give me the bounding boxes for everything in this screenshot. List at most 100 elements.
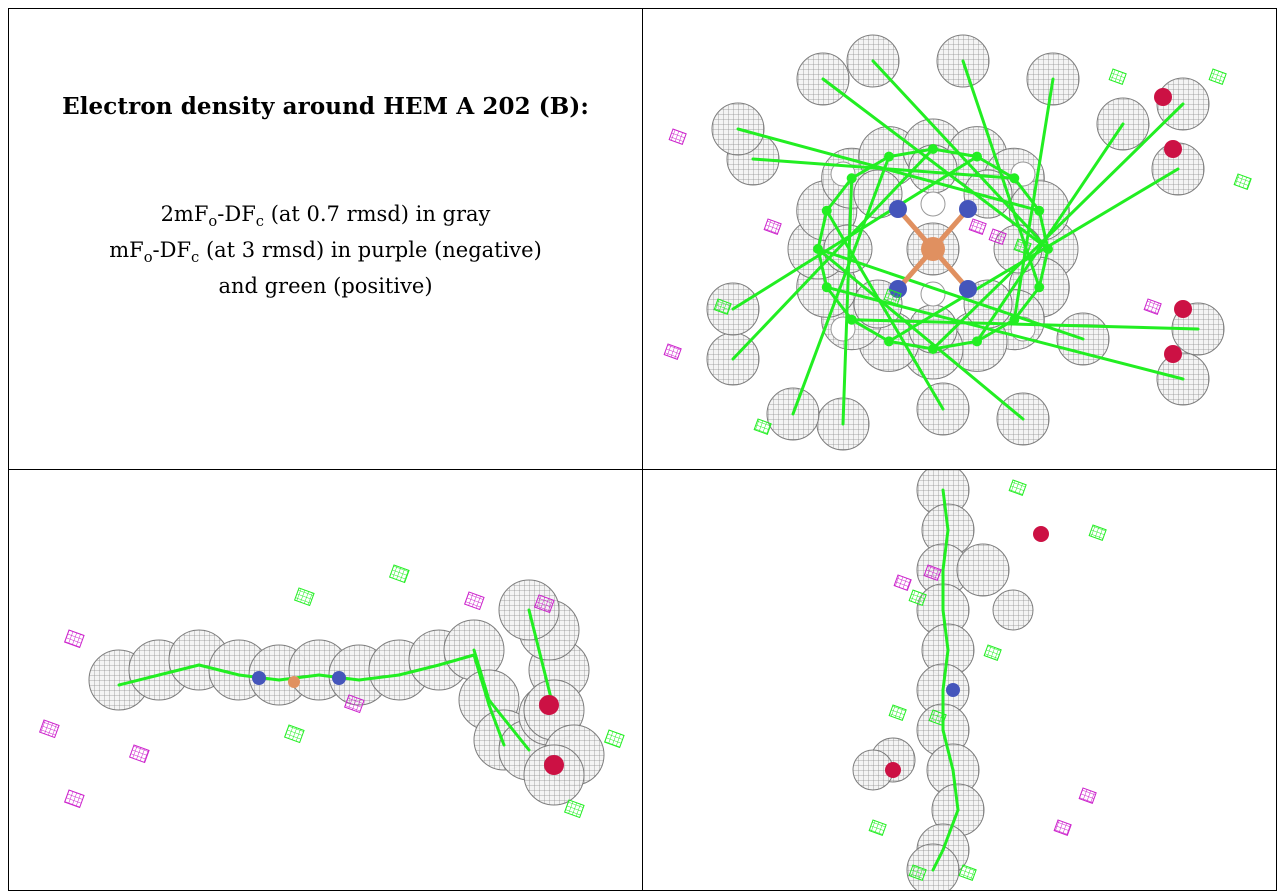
bond xyxy=(931,848,945,872)
bond xyxy=(821,77,1050,251)
bond xyxy=(1037,209,1050,251)
positive-density-peak xyxy=(888,704,907,721)
bond xyxy=(736,127,1041,213)
bond xyxy=(975,155,1016,180)
positive-density-peak xyxy=(958,864,977,881)
negative-density-peak xyxy=(668,128,687,145)
ring-hole xyxy=(920,191,946,217)
caption-line-2: mFo-DFc (at 3 rmsd) in purple (negative) xyxy=(109,238,542,267)
positive-density-peak xyxy=(1108,68,1127,85)
carbon-atom xyxy=(821,282,832,293)
bond xyxy=(825,176,854,213)
negative-density-peak xyxy=(1053,819,1072,836)
oxygen-atom xyxy=(1174,300,1192,318)
carbon-atom xyxy=(1034,205,1045,216)
bond xyxy=(1012,176,1041,213)
bond xyxy=(397,663,441,677)
bond xyxy=(850,318,891,343)
bond xyxy=(816,247,1085,341)
bond xyxy=(931,147,979,159)
bond xyxy=(951,768,960,812)
caption-cell: Electron density around HEM A 202 (B): 2… xyxy=(8,8,643,470)
bond xyxy=(941,648,950,692)
carbon-atom xyxy=(972,151,983,162)
bond xyxy=(941,808,960,852)
bond xyxy=(887,339,935,351)
heme-density-top-view xyxy=(663,34,1252,451)
negative-density-peak xyxy=(988,228,1007,245)
carbon-atom xyxy=(846,173,857,184)
nitrogen-atom xyxy=(252,671,266,685)
caption-line-1: 2mFo-DFc (at 0.7 rmsd) in gray xyxy=(160,202,491,231)
bond xyxy=(157,663,201,677)
negative-density-peak xyxy=(63,789,85,809)
positive-density-peak xyxy=(1008,479,1027,496)
bond xyxy=(941,488,950,532)
caption-lines: 2mFo-DFc (at 0.7 rmsd) in gray mFo-DFc (… xyxy=(10,200,642,300)
positive-density-peak xyxy=(908,589,927,606)
nitrogen-atom xyxy=(332,671,346,685)
bond xyxy=(941,728,955,772)
oxygen-atom xyxy=(1164,345,1182,363)
bond xyxy=(825,285,1185,381)
bond xyxy=(197,663,241,677)
bond xyxy=(1012,285,1041,322)
nitrogen-atom xyxy=(959,280,977,298)
carbon-atom xyxy=(928,144,938,154)
caption-title: Electron density around HEM A 202 (B): xyxy=(62,93,589,120)
negative-density-peak xyxy=(968,218,987,235)
positive-density-peak xyxy=(928,709,947,726)
negative-density-peak xyxy=(1078,787,1097,804)
oxygen-atom xyxy=(544,755,564,775)
negative-density-peak xyxy=(38,719,60,739)
positive-density-peak xyxy=(883,288,902,305)
caption-line-3: and green (positive) xyxy=(218,274,433,299)
panel-edge-view xyxy=(642,469,1277,891)
positive-density-peak xyxy=(603,729,625,749)
positive-density-peak xyxy=(293,587,315,607)
negative-density-peak xyxy=(923,564,942,581)
bond xyxy=(887,167,1180,343)
bond xyxy=(1012,77,1055,322)
carbon-atom xyxy=(821,205,832,216)
bond xyxy=(816,209,829,251)
bond xyxy=(487,698,531,752)
bond xyxy=(472,648,491,702)
positive-density-peak xyxy=(983,644,1002,661)
negative-density-peak xyxy=(1143,298,1162,315)
bond xyxy=(850,318,1200,331)
negative-density-peak xyxy=(463,591,485,611)
positive-density-peak xyxy=(1233,173,1252,190)
positive-density-peak xyxy=(908,864,927,881)
carbon-atom xyxy=(1009,173,1020,184)
figure-table: Electron density around HEM A 202 (B): 2… xyxy=(8,8,1277,891)
bond xyxy=(731,147,935,361)
iron-atom xyxy=(921,237,945,261)
positive-density-peak xyxy=(283,724,305,744)
carbon-atom xyxy=(1034,282,1045,293)
bond xyxy=(825,209,945,411)
panel-side-view xyxy=(8,469,643,891)
nitrogen-atom xyxy=(959,200,977,218)
bond xyxy=(816,247,1025,421)
density-blob xyxy=(992,589,1034,631)
bond xyxy=(1037,247,1050,289)
oxygen-atom xyxy=(1154,88,1172,106)
positive-density-peak xyxy=(1208,68,1227,85)
nitrogen-atom xyxy=(946,683,960,697)
negative-density-peak xyxy=(128,744,150,764)
bond xyxy=(887,147,935,159)
iron-atom xyxy=(288,676,300,688)
bond xyxy=(791,155,891,416)
positive-density-peak xyxy=(753,418,772,435)
bond xyxy=(357,673,401,682)
ring-hole xyxy=(920,281,946,307)
heme-density-side-view xyxy=(38,564,625,819)
bond xyxy=(117,673,161,687)
negative-density-peak xyxy=(893,574,912,591)
carbon-atom xyxy=(928,344,938,354)
carbon-atom xyxy=(813,244,823,254)
bond xyxy=(277,673,321,682)
oxygen-atom xyxy=(1164,140,1182,158)
bond xyxy=(931,102,1185,351)
